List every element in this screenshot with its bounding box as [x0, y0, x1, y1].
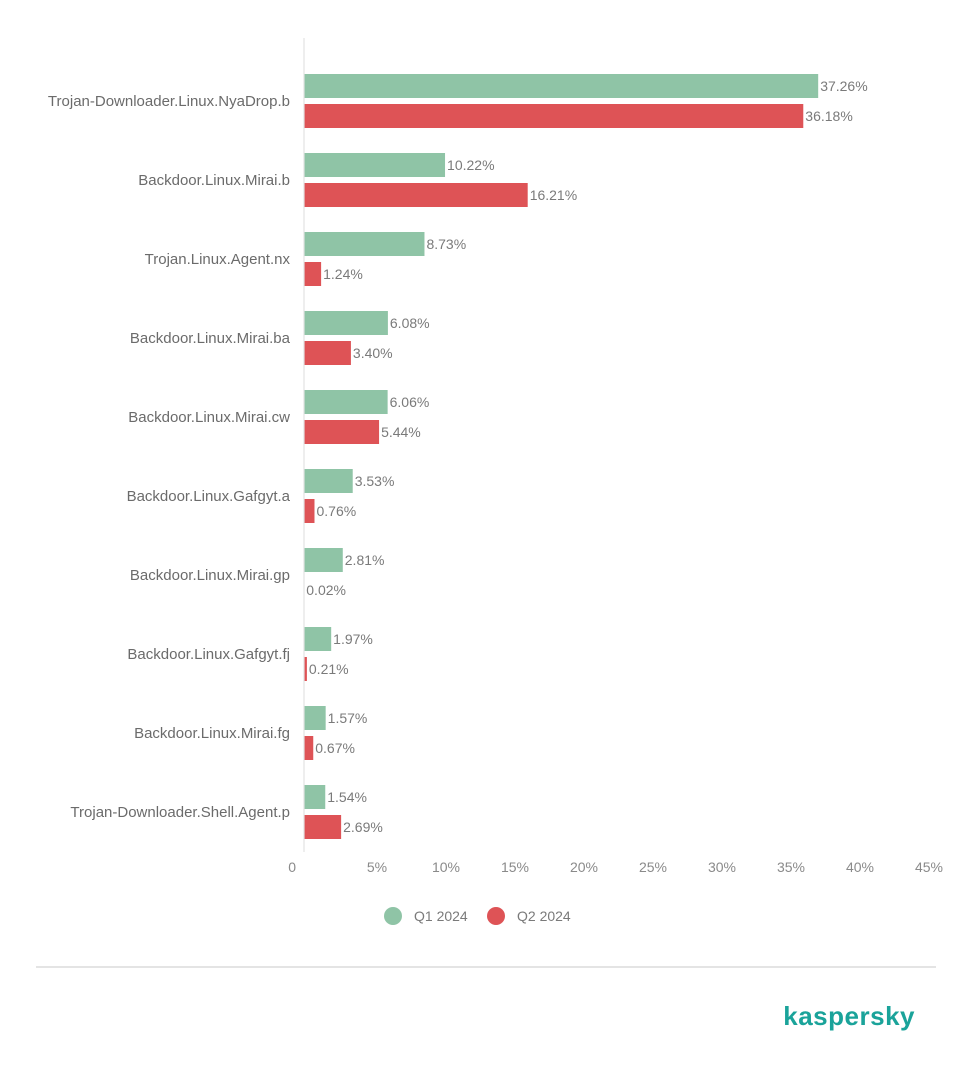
legend-label: Q1 2024	[414, 908, 468, 924]
category-label: Backdoor.Linux.Mirai.ba	[130, 330, 291, 347]
data-label: 16.21%	[530, 187, 577, 203]
x-tick-label: 30%	[708, 859, 736, 875]
legend: Q1 2024 Q2 2024	[384, 907, 571, 925]
category-label: Backdoor.Linux.Mirai.b	[138, 172, 290, 189]
data-label: 6.06%	[390, 394, 430, 410]
data-label: 10.22%	[447, 157, 494, 173]
category-label: Trojan.Linux.Agent.nx	[145, 251, 291, 268]
data-label: 0.02%	[306, 582, 346, 598]
bar-q1	[304, 74, 819, 98]
data-label: 1.54%	[327, 789, 367, 805]
data-label: 6.08%	[390, 315, 430, 331]
x-tick-label: 0	[288, 859, 296, 875]
bar-q1	[304, 785, 326, 809]
category-label: Backdoor.Linux.Gafgyt.fj	[127, 646, 290, 663]
category-label: Trojan-Downloader.Linux.NyaDrop.b	[48, 93, 290, 110]
data-label: 0.21%	[309, 661, 349, 677]
bar-q1	[304, 627, 332, 651]
bar-q2	[304, 657, 307, 681]
bar-q1	[304, 232, 425, 256]
data-label: 36.18%	[805, 108, 852, 124]
x-tick-label: 5%	[367, 859, 387, 875]
bar-q2	[304, 104, 804, 128]
data-label: 1.57%	[328, 710, 368, 726]
bar-q1	[304, 153, 446, 177]
x-tick-label: 20%	[570, 859, 598, 875]
bar-q2	[304, 420, 380, 444]
data-label: 1.97%	[333, 631, 373, 647]
data-label: 5.44%	[381, 424, 421, 440]
x-tick-label: 25%	[639, 859, 667, 875]
data-label: 1.24%	[323, 266, 363, 282]
data-label: 37.26%	[820, 78, 867, 94]
bar-q2	[304, 815, 342, 839]
data-label: 8.73%	[426, 236, 466, 252]
category-label: Backdoor.Linux.Mirai.fg	[134, 725, 290, 742]
bar-q1	[304, 469, 353, 493]
data-label: 2.69%	[343, 819, 383, 835]
bar-q2	[304, 736, 314, 760]
bar-q1	[304, 548, 343, 572]
plot-area: Trojan-Downloader.Linux.NyaDrop.b 37.26% 3…	[48, 74, 868, 839]
x-tick-label: 45%	[915, 859, 943, 875]
x-tick-label: 35%	[777, 859, 805, 875]
data-label: 3.40%	[353, 345, 393, 361]
data-label: 0.76%	[316, 503, 356, 519]
legend-swatch	[384, 907, 402, 925]
category-label: Trojan-Downloader.Shell.Agent.p	[70, 804, 290, 821]
x-tick-label: 40%	[846, 859, 874, 875]
legend-label: Q2 2024	[517, 908, 571, 924]
bar-q1	[304, 311, 388, 335]
category-label: Backdoor.Linux.Mirai.gp	[130, 567, 290, 584]
kaspersky-logo: kaspersky	[783, 1001, 915, 1031]
x-axis: 0 5% 10% 15% 20% 25% 30% 35% 40% 45%	[288, 38, 943, 875]
legend-swatch	[487, 907, 505, 925]
data-label: 2.81%	[345, 552, 385, 568]
x-tick-label: 15%	[501, 859, 529, 875]
data-label: 3.53%	[355, 473, 395, 489]
category-label: Backdoor.Linux.Gafgyt.a	[127, 488, 291, 505]
bar-q2	[304, 183, 528, 207]
bar-q2	[304, 262, 322, 286]
data-label: 0.67%	[315, 740, 355, 756]
category-label: Backdoor.Linux.Mirai.cw	[128, 409, 290, 426]
bar-q2	[304, 499, 315, 523]
x-tick-label: 10%	[432, 859, 460, 875]
bar-q1	[304, 706, 326, 730]
bar-q1	[304, 390, 388, 414]
bar-q2	[304, 341, 351, 365]
